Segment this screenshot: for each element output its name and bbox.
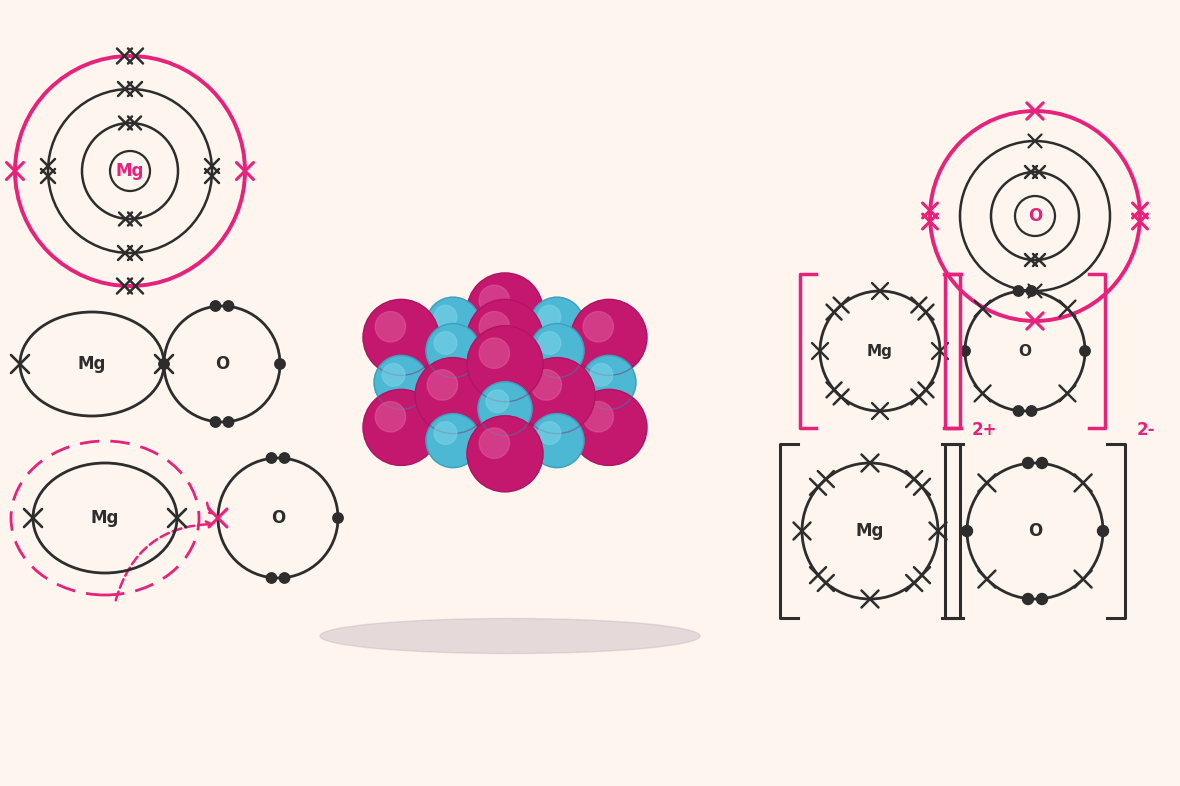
Circle shape	[426, 387, 480, 441]
Circle shape	[1027, 406, 1037, 417]
Circle shape	[486, 363, 509, 386]
Circle shape	[479, 311, 510, 342]
Circle shape	[267, 573, 276, 583]
Circle shape	[375, 311, 406, 342]
Circle shape	[467, 363, 543, 439]
Circle shape	[275, 358, 286, 369]
Text: O: O	[1018, 343, 1031, 358]
Circle shape	[1080, 346, 1090, 356]
Circle shape	[478, 355, 532, 410]
Circle shape	[267, 453, 276, 463]
Circle shape	[531, 369, 562, 400]
Text: 2-: 2-	[1138, 421, 1155, 439]
Circle shape	[530, 413, 584, 468]
Circle shape	[415, 331, 491, 407]
Ellipse shape	[320, 619, 700, 653]
Circle shape	[479, 428, 510, 458]
Circle shape	[571, 299, 647, 376]
Circle shape	[582, 355, 636, 410]
Circle shape	[486, 390, 509, 413]
Circle shape	[530, 297, 584, 351]
Circle shape	[280, 453, 290, 463]
Circle shape	[210, 417, 221, 428]
Circle shape	[427, 369, 458, 400]
Circle shape	[159, 358, 169, 369]
Text: O: O	[215, 355, 229, 373]
Circle shape	[583, 402, 614, 432]
Circle shape	[382, 363, 405, 386]
Circle shape	[590, 363, 612, 386]
Circle shape	[426, 297, 480, 351]
Text: 2+: 2+	[972, 421, 997, 439]
Circle shape	[962, 526, 972, 537]
Circle shape	[280, 573, 290, 583]
Circle shape	[223, 417, 234, 428]
Circle shape	[210, 301, 221, 311]
Circle shape	[434, 332, 457, 354]
Text: Mg: Mg	[78, 355, 106, 373]
Circle shape	[467, 299, 543, 376]
Circle shape	[486, 337, 509, 360]
Circle shape	[434, 395, 457, 418]
Circle shape	[1014, 406, 1024, 417]
Circle shape	[583, 311, 614, 342]
Circle shape	[426, 413, 480, 468]
Circle shape	[538, 395, 560, 418]
Circle shape	[479, 338, 510, 369]
Text: Mg: Mg	[867, 343, 893, 358]
Circle shape	[959, 346, 970, 356]
Circle shape	[1027, 286, 1037, 296]
Circle shape	[1014, 286, 1024, 296]
Circle shape	[479, 285, 510, 315]
Circle shape	[1097, 526, 1108, 537]
Circle shape	[519, 331, 595, 407]
Circle shape	[427, 343, 458, 374]
Circle shape	[467, 326, 543, 402]
Circle shape	[426, 324, 480, 377]
Circle shape	[333, 512, 343, 523]
Text: Mg: Mg	[116, 162, 144, 180]
Circle shape	[467, 389, 543, 465]
Circle shape	[519, 358, 595, 434]
Circle shape	[530, 324, 584, 377]
Circle shape	[530, 387, 584, 441]
Circle shape	[538, 332, 560, 354]
Text: Mg: Mg	[856, 522, 884, 540]
Circle shape	[1023, 593, 1034, 604]
Circle shape	[363, 299, 439, 376]
Circle shape	[1036, 593, 1048, 604]
Text: O: O	[1028, 522, 1042, 540]
Circle shape	[1036, 457, 1048, 468]
Circle shape	[467, 416, 543, 492]
Circle shape	[375, 402, 406, 432]
Circle shape	[531, 343, 562, 374]
Circle shape	[1023, 457, 1034, 468]
Circle shape	[571, 389, 647, 465]
Circle shape	[479, 375, 510, 406]
Circle shape	[538, 422, 560, 444]
Circle shape	[363, 389, 439, 465]
Circle shape	[374, 355, 428, 410]
Circle shape	[223, 301, 234, 311]
Circle shape	[434, 305, 457, 328]
Text: Mg: Mg	[91, 509, 119, 527]
Circle shape	[434, 422, 457, 444]
Circle shape	[478, 329, 532, 383]
Circle shape	[478, 382, 532, 435]
Circle shape	[538, 305, 560, 328]
Text: O: O	[271, 509, 286, 527]
Circle shape	[467, 273, 543, 349]
Circle shape	[479, 402, 510, 432]
Text: O: O	[1028, 207, 1042, 225]
Circle shape	[415, 358, 491, 434]
